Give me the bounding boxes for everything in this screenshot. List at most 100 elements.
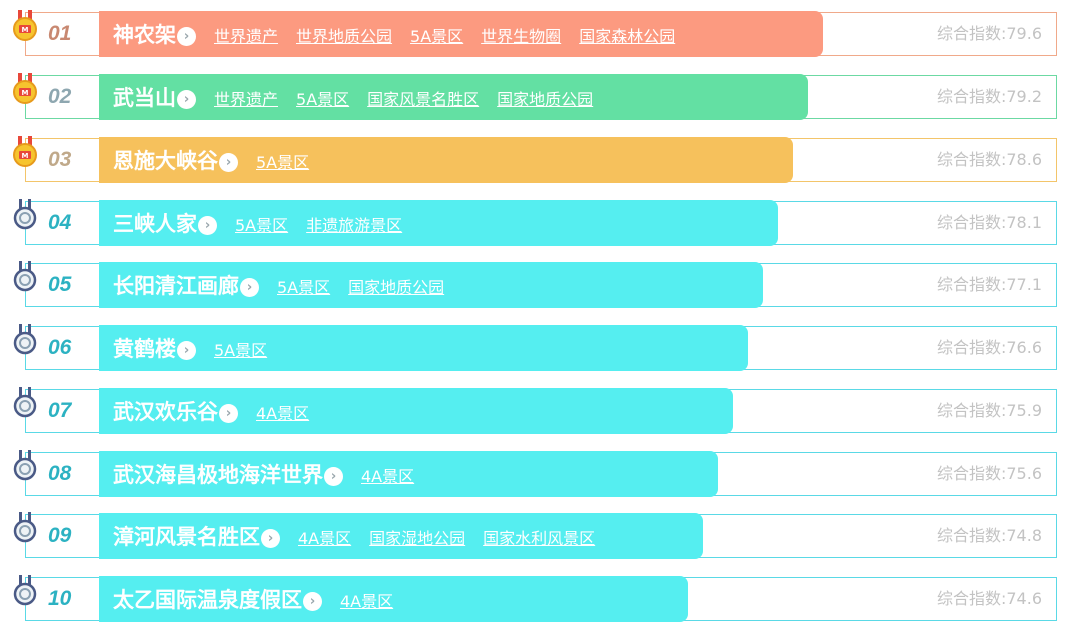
attraction-name-link[interactable]: 黄鹤楼: [113, 337, 176, 361]
attraction-name-link[interactable]: 武当山: [113, 86, 176, 110]
composite-index: 综合指数:78.6: [937, 139, 1042, 181]
index-value: 79.6: [1006, 24, 1042, 43]
ranking-row[interactable]: M 03 恩施大峡谷 › 5A景区 综合指数:78.6: [13, 136, 1057, 183]
score-bar: 长阳清江画廊 › 5A景区 国家地质公园: [99, 262, 763, 308]
chevron-right-icon[interactable]: ›: [177, 26, 196, 46]
rank-number: 01: [48, 22, 72, 45]
composite-index: 综合指数:74.6: [937, 578, 1042, 620]
attraction-name-link[interactable]: 武汉欢乐谷: [113, 400, 218, 424]
rank-number: 04: [48, 211, 72, 234]
rank-number: 10: [48, 587, 72, 610]
svg-text:M: M: [22, 89, 29, 97]
composite-index: 综合指数:79.2: [937, 76, 1042, 118]
tag-link[interactable]: 4A景区: [298, 529, 352, 548]
chevron-right-icon[interactable]: ›: [219, 152, 238, 172]
tag-link[interactable]: 国家森林公园: [579, 27, 676, 46]
chevron-right-icon[interactable]: ›: [198, 215, 217, 235]
tag-link[interactable]: 国家水利风景区: [483, 529, 596, 548]
chevron-right-icon[interactable]: ›: [261, 528, 280, 548]
tag-link[interactable]: 世界遗产: [214, 90, 279, 109]
chevron-right-icon[interactable]: ›: [303, 591, 322, 611]
score-bar: 漳河风景名胜区 › 4A景区 国家湿地公园 国家水利风景区: [99, 513, 703, 559]
ranking-row[interactable]: 06 黄鹤楼 › 5A景区 综合指数:76.6: [13, 324, 1057, 371]
silver-medal-icon: [12, 512, 38, 544]
ranking-row[interactable]: 08 武汉海昌极地海洋世界 › 4A景区 综合指数:75.6: [13, 450, 1057, 497]
tag-link[interactable]: 世界地质公园: [296, 27, 393, 46]
ranking-row[interactable]: M 02 武当山 › 世界遗产 5A景区 国家风景名胜区 国家地质公园 综合指数:79.2: [13, 73, 1057, 120]
attraction-name-link[interactable]: 三峡人家: [113, 212, 197, 236]
chevron-right-icon[interactable]: ›: [240, 277, 259, 297]
composite-index: 综合指数:74.8: [937, 515, 1042, 557]
tag-link[interactable]: 非遗旅游景区: [306, 216, 403, 235]
index-label: 综合指数:: [936, 401, 1007, 420]
composite-index: 综合指数:77.1: [937, 264, 1042, 306]
index-label: 综合指数:: [936, 464, 1007, 483]
tag-link[interactable]: 4A景区: [361, 467, 415, 486]
svg-text:M: M: [22, 26, 29, 34]
index-label: 综合指数:: [936, 338, 1007, 357]
attraction-name-link[interactable]: 长阳清江画廊: [113, 274, 239, 298]
silver-medal-icon: [12, 575, 38, 607]
composite-index: 综合指数:75.9: [937, 390, 1042, 432]
ranking-row[interactable]: 10 太乙国际温泉度假区 › 4A景区 综合指数:74.6: [13, 575, 1057, 622]
tag-link[interactable]: 世界遗产: [214, 27, 279, 46]
attraction-name-link[interactable]: 恩施大峡谷: [113, 149, 218, 173]
tag-link[interactable]: 国家风景名胜区: [367, 90, 480, 109]
chevron-right-icon[interactable]: ›: [177, 340, 196, 360]
score-bar: 神农架 › 世界遗产 世界地质公园 5A景区 世界生物圈 国家森林公园: [99, 11, 823, 57]
rank-number: 09: [48, 524, 72, 547]
tag-link[interactable]: 5A景区: [296, 90, 350, 109]
rank-number: 07: [48, 399, 72, 422]
composite-index: 综合指数:75.6: [937, 453, 1042, 495]
ranking-row[interactable]: 07 武汉欢乐谷 › 4A景区 综合指数:75.9: [13, 387, 1057, 434]
silver-medal-icon: [12, 324, 38, 356]
chevron-right-icon[interactable]: ›: [219, 403, 238, 423]
index-value: 75.9: [1006, 401, 1042, 420]
tag-link[interactable]: 国家湿地公园: [369, 529, 466, 548]
tag-link[interactable]: 5A景区: [410, 27, 464, 46]
rank-number: 03: [48, 148, 72, 171]
index-label: 综合指数:: [936, 526, 1007, 545]
ranking-row[interactable]: 05 长阳清江画廊 › 5A景区 国家地质公园 综合指数:77.1: [13, 261, 1057, 308]
chevron-right-icon[interactable]: ›: [177, 89, 196, 109]
composite-index: 综合指数:76.6: [937, 327, 1042, 369]
score-bar: 武汉欢乐谷 › 4A景区: [99, 388, 733, 434]
rank-number: 02: [48, 85, 72, 108]
tag-link[interactable]: 世界生物圈: [481, 27, 562, 46]
index-value: 74.6: [1006, 589, 1042, 608]
score-bar: 武当山 › 世界遗产 5A景区 国家风景名胜区 国家地质公园: [99, 74, 808, 120]
score-bar: 恩施大峡谷 › 5A景区: [99, 137, 793, 183]
chevron-right-icon[interactable]: ›: [324, 466, 343, 486]
tag-link[interactable]: 国家地质公园: [497, 90, 594, 109]
attraction-name-link[interactable]: 漳河风景名胜区: [113, 525, 260, 549]
index-label: 综合指数:: [936, 275, 1007, 294]
ranking-row[interactable]: M 01 神农架 › 世界遗产 世界地质公园 5A景区 世界生物圈 国家森林公园 综合指数:79.…: [13, 10, 1057, 57]
tag-link[interactable]: 5A景区: [277, 278, 331, 297]
index-label: 综合指数:: [936, 213, 1007, 232]
silver-medal-icon: [12, 261, 38, 293]
score-bar: 三峡人家 › 5A景区 非遗旅游景区: [99, 200, 778, 246]
tag-link[interactable]: 4A景区: [256, 404, 310, 423]
attraction-name-link[interactable]: 武汉海昌极地海洋世界: [113, 463, 323, 487]
tag-link[interactable]: 5A景区: [235, 216, 289, 235]
tag-link[interactable]: 4A景区: [340, 592, 394, 611]
gold-medal-icon: M: [12, 73, 38, 105]
index-value: 77.1: [1006, 275, 1042, 294]
index-label: 综合指数:: [936, 589, 1007, 608]
attraction-name-link[interactable]: 神农架: [113, 23, 176, 47]
svg-text:M: M: [22, 152, 29, 160]
tag-link[interactable]: 国家地质公园: [348, 278, 445, 297]
rank-number: 06: [48, 336, 72, 359]
composite-index: 综合指数:78.1: [937, 202, 1042, 244]
composite-index: 综合指数:79.6: [937, 13, 1042, 55]
ranking-row[interactable]: 09 漳河风景名胜区 › 4A景区 国家湿地公园 国家水利风景区 综合指数:74.8: [13, 512, 1057, 559]
silver-medal-icon: [12, 450, 38, 482]
score-bar: 太乙国际温泉度假区 › 4A景区: [99, 576, 688, 622]
silver-medal-icon: [12, 387, 38, 419]
tag-link[interactable]: 5A景区: [256, 153, 310, 172]
ranking-row[interactable]: 04 三峡人家 › 5A景区 非遗旅游景区 综合指数:78.1: [13, 199, 1057, 246]
attraction-name-link[interactable]: 太乙国际温泉度假区: [113, 588, 302, 612]
index-value: 79.2: [1006, 87, 1042, 106]
tag-link[interactable]: 5A景区: [214, 341, 268, 360]
index-value: 74.8: [1006, 526, 1042, 545]
